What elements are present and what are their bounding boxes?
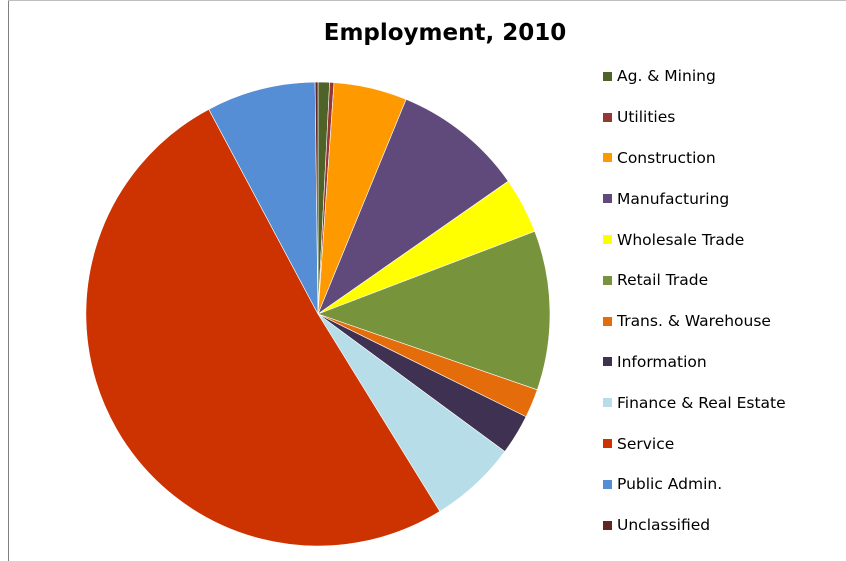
legend-item-information: Information [603,342,843,383]
legend-item-service: Service [603,423,843,464]
legend-item-trans-and-warehouse: Trans. & Warehouse [603,301,843,342]
legend-item-unclassified: Unclassified [603,505,843,546]
legend-item-manufacturing: Manufacturing [603,178,843,219]
frame-border-top [8,0,846,1]
legend-swatch [603,153,612,163]
legend-label: Information [617,352,707,371]
frame-border-left [8,0,9,561]
legend-label: Wholesale Trade [617,230,745,249]
legend-label: Utilities [617,108,676,127]
legend-label: Unclassified [617,516,711,535]
legend-swatch [603,316,612,326]
legend-item-construction: Construction [603,138,843,179]
pie-slice-public-admin [208,81,319,315]
legend-swatch [603,479,612,489]
legend-item-finance-and-real-estate: Finance & Real Estate [603,382,843,423]
legend-swatch [603,520,612,530]
legend-item-wholesale-trade: Wholesale Trade [603,219,843,260]
pie-slice-service [85,108,441,547]
legend-swatch [603,275,612,285]
legend-swatch [603,71,612,81]
legend-swatch [603,112,612,122]
legend-swatch [603,194,612,204]
legend-label: Trans. & Warehouse [617,312,771,331]
pie-slice-unclassified [314,81,319,315]
legend: Ag. & Mining Utilities Construction Manufac… [603,56,843,546]
chart-title: Employment, 2010 [323,20,567,46]
legend-label: Ag. & Mining [617,67,716,86]
legend-label: Retail Trade [617,271,709,290]
pie-slice-manufacturing [317,98,509,315]
legend-label: Finance & Real Estate [617,393,786,412]
legend-swatch [603,439,612,449]
legend-item-utilities: Utilities [603,97,843,138]
legend-swatch [603,357,612,367]
legend-label: Service [617,434,675,453]
legend-label: Public Admin. [617,475,723,494]
legend-item-ag-and-mining: Ag. & Mining [603,56,843,97]
legend-swatch [603,398,612,408]
legend-label: Manufacturing [617,189,730,208]
legend-label: Construction [617,148,716,167]
pie-slice-retail-trade [317,230,551,391]
legend-item-public-admin: Public Admin. [603,464,843,505]
legend-item-retail-trade: Retail Trade [603,260,843,301]
legend-swatch [603,235,612,245]
